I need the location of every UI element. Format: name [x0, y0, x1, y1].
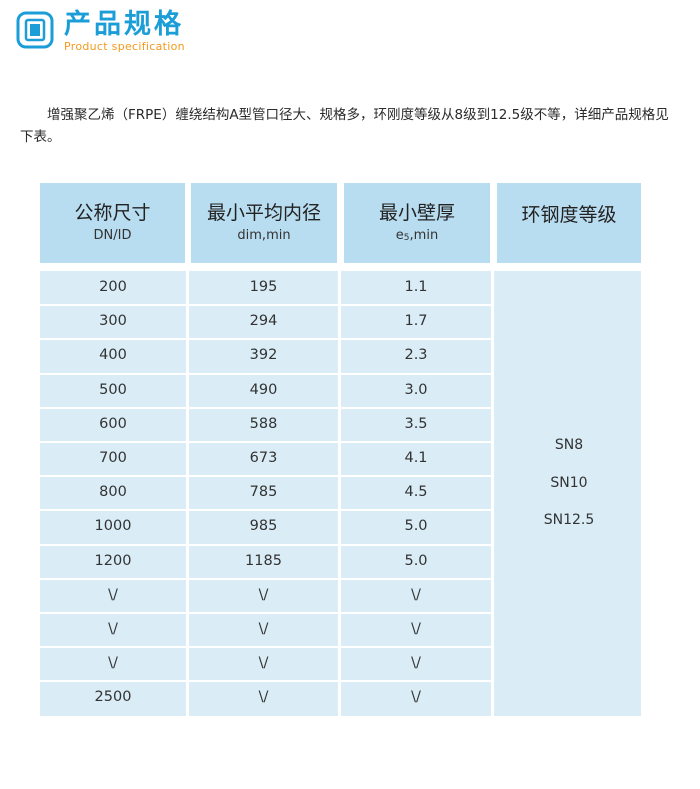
row-divider [40, 509, 493, 512]
column-divider [186, 271, 189, 716]
min-wall-thickness-cell: 5.0 [404, 552, 428, 569]
row-divider [40, 543, 493, 546]
header-cell-stiffness-grade: 环钢度等级 [497, 183, 641, 263]
min-wall-thickness-cell: \/ [411, 586, 421, 603]
header-sub-label: DN/ID [93, 228, 132, 243]
min-inner-diameter-cell: \/ [258, 621, 269, 637]
min-wall-thickness-cell: 2.3 [404, 347, 428, 364]
min-wall-thickness-cell: 3.0 [404, 381, 428, 398]
nominal-size-cell: \/ [108, 655, 118, 672]
nominal-size-cell: 500 [99, 381, 127, 398]
row-divider [40, 372, 493, 375]
min-inner-diameter-cell: 392 [249, 347, 278, 364]
stiffness-grade-item: SN10 [550, 475, 588, 491]
min-inner-diameter-cell: 294 [249, 313, 278, 330]
min-wall-thickness-cell: \/ [411, 621, 421, 637]
intro-paragraph: 增强聚乙烯（FRPE）缠绕结构A型管口径大、规格多，环刚度等级从8级到12.5级… [20, 107, 669, 145]
nominal-size-cell: 300 [99, 313, 127, 330]
header-main-label: 公称尺寸 [74, 202, 151, 224]
row-divider [40, 475, 493, 478]
min-inner-diameter-cell: \/ [258, 689, 269, 706]
column-divider [491, 271, 494, 716]
row-divider [40, 646, 493, 649]
row-divider [40, 338, 493, 341]
min-wall-thickness-cell: 4.1 [404, 450, 428, 466]
header-sub-prefix: e [395, 228, 404, 243]
row-divider [40, 612, 493, 614]
page-subtitle: Product specification [64, 40, 185, 53]
min-wall-thickness-cell: 4.5 [404, 484, 428, 501]
min-inner-diameter-cell: 785 [249, 484, 278, 501]
page-title: 产品规格 [64, 9, 184, 40]
nominal-size-cell: 700 [99, 450, 127, 466]
min-inner-diameter-cell: 195 [249, 279, 278, 295]
min-inner-diameter-cell: 673 [249, 450, 278, 466]
min-inner-diameter-cell: 588 [249, 415, 278, 432]
min-inner-diameter-cell: 985 [249, 518, 278, 535]
row-divider [40, 441, 493, 443]
min-wall-thickness-cell: 5.0 [404, 518, 428, 535]
nominal-size-cell: \/ [108, 621, 118, 637]
stiffness-grade-item: SN12.5 [543, 512, 595, 528]
header-sub-label: dim,min [237, 228, 291, 243]
header-sub-subscript: 5 [403, 233, 410, 243]
row-divider [40, 680, 493, 683]
header-sub-label: e5,min [344, 227, 490, 247]
header-main-label: 环钢度等级 [521, 204, 617, 226]
header-cell-nominal-size: 公称尺寸 DN/ID [40, 183, 185, 263]
header-main-label: 最小壁厚 [378, 202, 455, 224]
min-wall-thickness-cell: \/ [411, 655, 421, 672]
nominal-size-cell: 800 [99, 484, 127, 501]
nominal-size-cell: 1000 [94, 518, 132, 535]
column-divider [338, 271, 341, 716]
row-divider [40, 577, 493, 580]
header-cell-min-inner-diameter: 最小平均内径 dim,min [191, 183, 337, 263]
nominal-size-cell: 200 [99, 279, 127, 295]
min-inner-diameter-cell: 1185 [245, 552, 282, 569]
min-inner-diameter-cell: \/ [258, 655, 269, 672]
min-wall-thickness-cell: 1.7 [404, 313, 428, 330]
header-cell-min-wall-thickness: 最小壁厚 e5,min [344, 183, 490, 263]
min-wall-thickness-cell: \/ [411, 689, 421, 706]
min-wall-thickness-cell: 3.5 [404, 415, 428, 432]
nominal-size-cell: \/ [108, 586, 118, 603]
header-sub-suffix: ,min [409, 228, 439, 243]
row-divider [40, 406, 493, 409]
document-square-icon [16, 11, 54, 49]
header-main-label: 最小平均内径 [206, 202, 321, 224]
min-inner-diameter-cell: 490 [249, 381, 278, 398]
nominal-size-cell: 2500 [94, 689, 132, 706]
nominal-size-cell: 1200 [94, 552, 132, 569]
nominal-size-cell: 400 [99, 347, 127, 364]
min-wall-thickness-cell: 1.1 [404, 279, 428, 295]
stiffness-grade-item: SN8 [554, 437, 584, 453]
min-inner-diameter-cell: \/ [258, 586, 269, 603]
nominal-size-cell: 600 [99, 415, 127, 432]
row-divider [40, 304, 493, 307]
